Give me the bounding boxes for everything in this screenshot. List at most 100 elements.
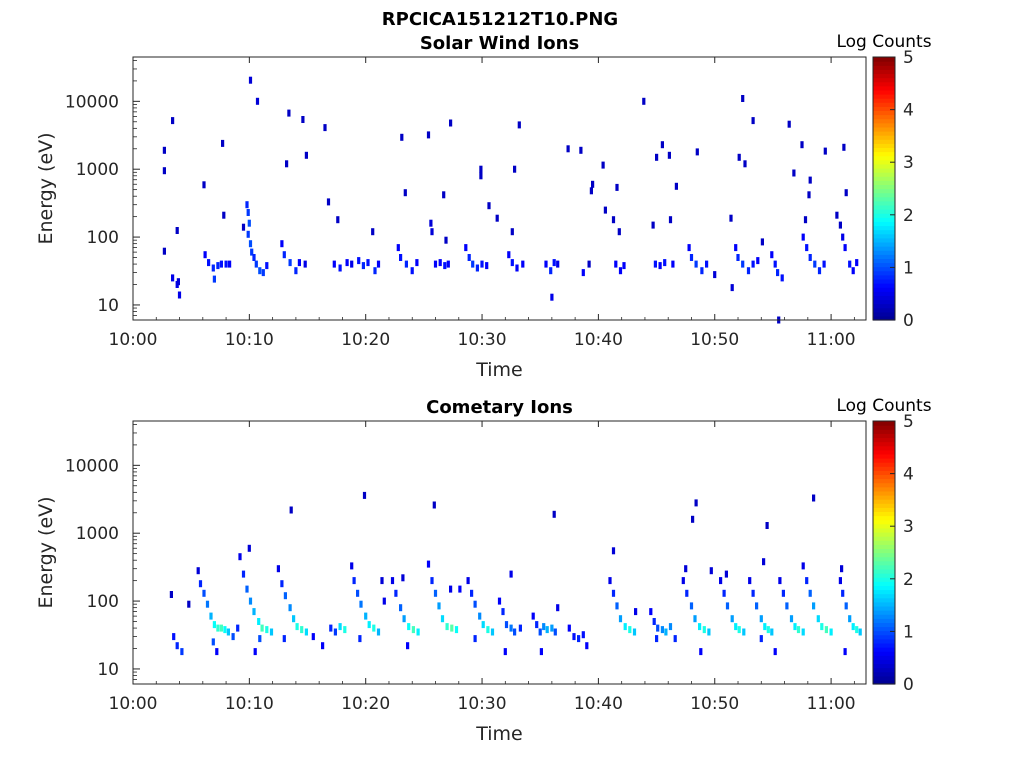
heatmap-cell — [430, 228, 434, 236]
heatmap-cell — [838, 577, 842, 585]
colorbar-segment — [873, 474, 895, 480]
heatmap-cell — [664, 628, 668, 636]
heatmap-cell — [245, 585, 249, 593]
colorbar-segment — [873, 618, 895, 623]
heatmap-cell — [215, 648, 219, 656]
colorbar-segment — [873, 151, 895, 157]
colorbar-segment — [873, 246, 895, 251]
heatmap-cell — [687, 244, 691, 252]
colorbar-segment — [873, 61, 895, 66]
heatmap-cell — [449, 119, 453, 127]
y-axis-label: Energy (eV) — [35, 496, 57, 608]
heatmap-cell — [207, 259, 211, 267]
heatmap-cell — [858, 628, 862, 636]
heatmap-cell — [241, 223, 246, 231]
heatmap-cell — [222, 211, 226, 219]
colorbar-segment — [873, 114, 895, 120]
colorbar-segment — [873, 560, 895, 566]
heatmap-cell — [840, 565, 844, 573]
heatmap-cell — [841, 589, 845, 597]
heatmap-cell — [248, 597, 253, 605]
colorbar-segment — [873, 130, 895, 136]
colorbar-frame — [872, 56, 896, 321]
heatmap-cell — [751, 260, 755, 268]
heatmap-cell — [202, 589, 206, 597]
heatmap-cell — [807, 191, 811, 199]
heatmap-cell — [212, 621, 216, 629]
heatmap-cell — [467, 254, 471, 261]
colorbar-segment — [873, 605, 895, 611]
heatmap-cell — [699, 648, 703, 656]
heatmap-cell — [615, 602, 619, 610]
heatmap-cell — [741, 260, 745, 268]
x-tick-label: 10:50 — [690, 694, 739, 714]
colorbar-segment — [873, 679, 895, 685]
heatmap-cell — [345, 259, 349, 267]
heatmap-cell — [812, 602, 816, 610]
heatmap-cell — [444, 236, 448, 244]
heatmap-cell — [734, 623, 738, 631]
x-axis-label: Time — [475, 359, 523, 381]
heatmap-cell — [653, 260, 657, 268]
colorbar-segment — [873, 429, 895, 434]
colorbar-segment — [873, 287, 895, 292]
heatmap-cell — [304, 151, 308, 159]
heatmap-cell — [336, 216, 340, 224]
heatmap-cell — [642, 97, 646, 105]
colorbar-segment — [873, 655, 895, 660]
heatmap-cell — [497, 597, 502, 605]
heatmap-cell — [246, 230, 250, 238]
colorbar-frame — [872, 420, 896, 685]
heatmap-cell — [162, 146, 166, 154]
heatmap-cell — [608, 577, 612, 585]
heatmap-cell — [212, 275, 216, 283]
heatmap-cell — [611, 547, 616, 555]
heatmap-cell — [751, 589, 755, 597]
heatmap-cell — [725, 602, 730, 610]
heatmap-cell — [824, 626, 828, 634]
heatmap-cell — [247, 219, 251, 227]
heatmap-cell — [162, 247, 166, 255]
heatmap-cell — [358, 635, 362, 643]
heatmap-cell — [553, 628, 557, 636]
colorbar-tick-label: 2 — [903, 570, 914, 590]
heatmap-cell — [755, 602, 759, 610]
heatmap-cell — [311, 633, 315, 641]
heatmap-cell — [221, 139, 225, 147]
heatmap-cell — [611, 589, 616, 597]
heatmap-cell — [515, 264, 519, 272]
heatmap-cell — [433, 589, 438, 597]
heatmap-cell — [618, 267, 623, 275]
heatmap-cell — [481, 621, 485, 629]
heatmap-cell — [572, 633, 576, 641]
colorbar-segment — [873, 73, 895, 79]
y-tick-label: 100 — [87, 592, 119, 612]
heatmap-cell — [297, 259, 301, 267]
heatmap-cell — [180, 648, 184, 656]
heatmap-cell — [486, 626, 490, 634]
heatmap-cell — [793, 623, 797, 631]
heatmap-cell — [246, 209, 250, 216]
x-tick-label: 10:00 — [109, 330, 158, 350]
heatmap-cell — [228, 260, 232, 268]
colorbar-segment — [873, 437, 895, 443]
heatmap-cell — [742, 628, 746, 636]
colorbar-segment — [873, 57, 895, 62]
x-tick-label: 10:20 — [341, 694, 390, 714]
heatmap-cell — [518, 624, 522, 632]
heatmap-cell — [333, 628, 337, 636]
x-tick-label: 10:10 — [225, 694, 274, 714]
heatmap-cell — [326, 198, 331, 206]
heatmap-cell — [808, 254, 812, 261]
heatmap-cell — [773, 648, 777, 656]
x-tick-label: 10:40 — [574, 330, 623, 350]
heatmap-cell — [844, 189, 848, 197]
heatmap-cell — [513, 628, 517, 636]
heatmap-cell — [480, 260, 484, 268]
colorbar-segment — [873, 278, 895, 284]
heatmap-cell — [323, 124, 327, 132]
colorbar-segment — [873, 519, 895, 525]
heatmap-cell — [844, 602, 848, 610]
heatmap-cell — [216, 624, 220, 632]
heatmap-cell — [276, 565, 280, 573]
